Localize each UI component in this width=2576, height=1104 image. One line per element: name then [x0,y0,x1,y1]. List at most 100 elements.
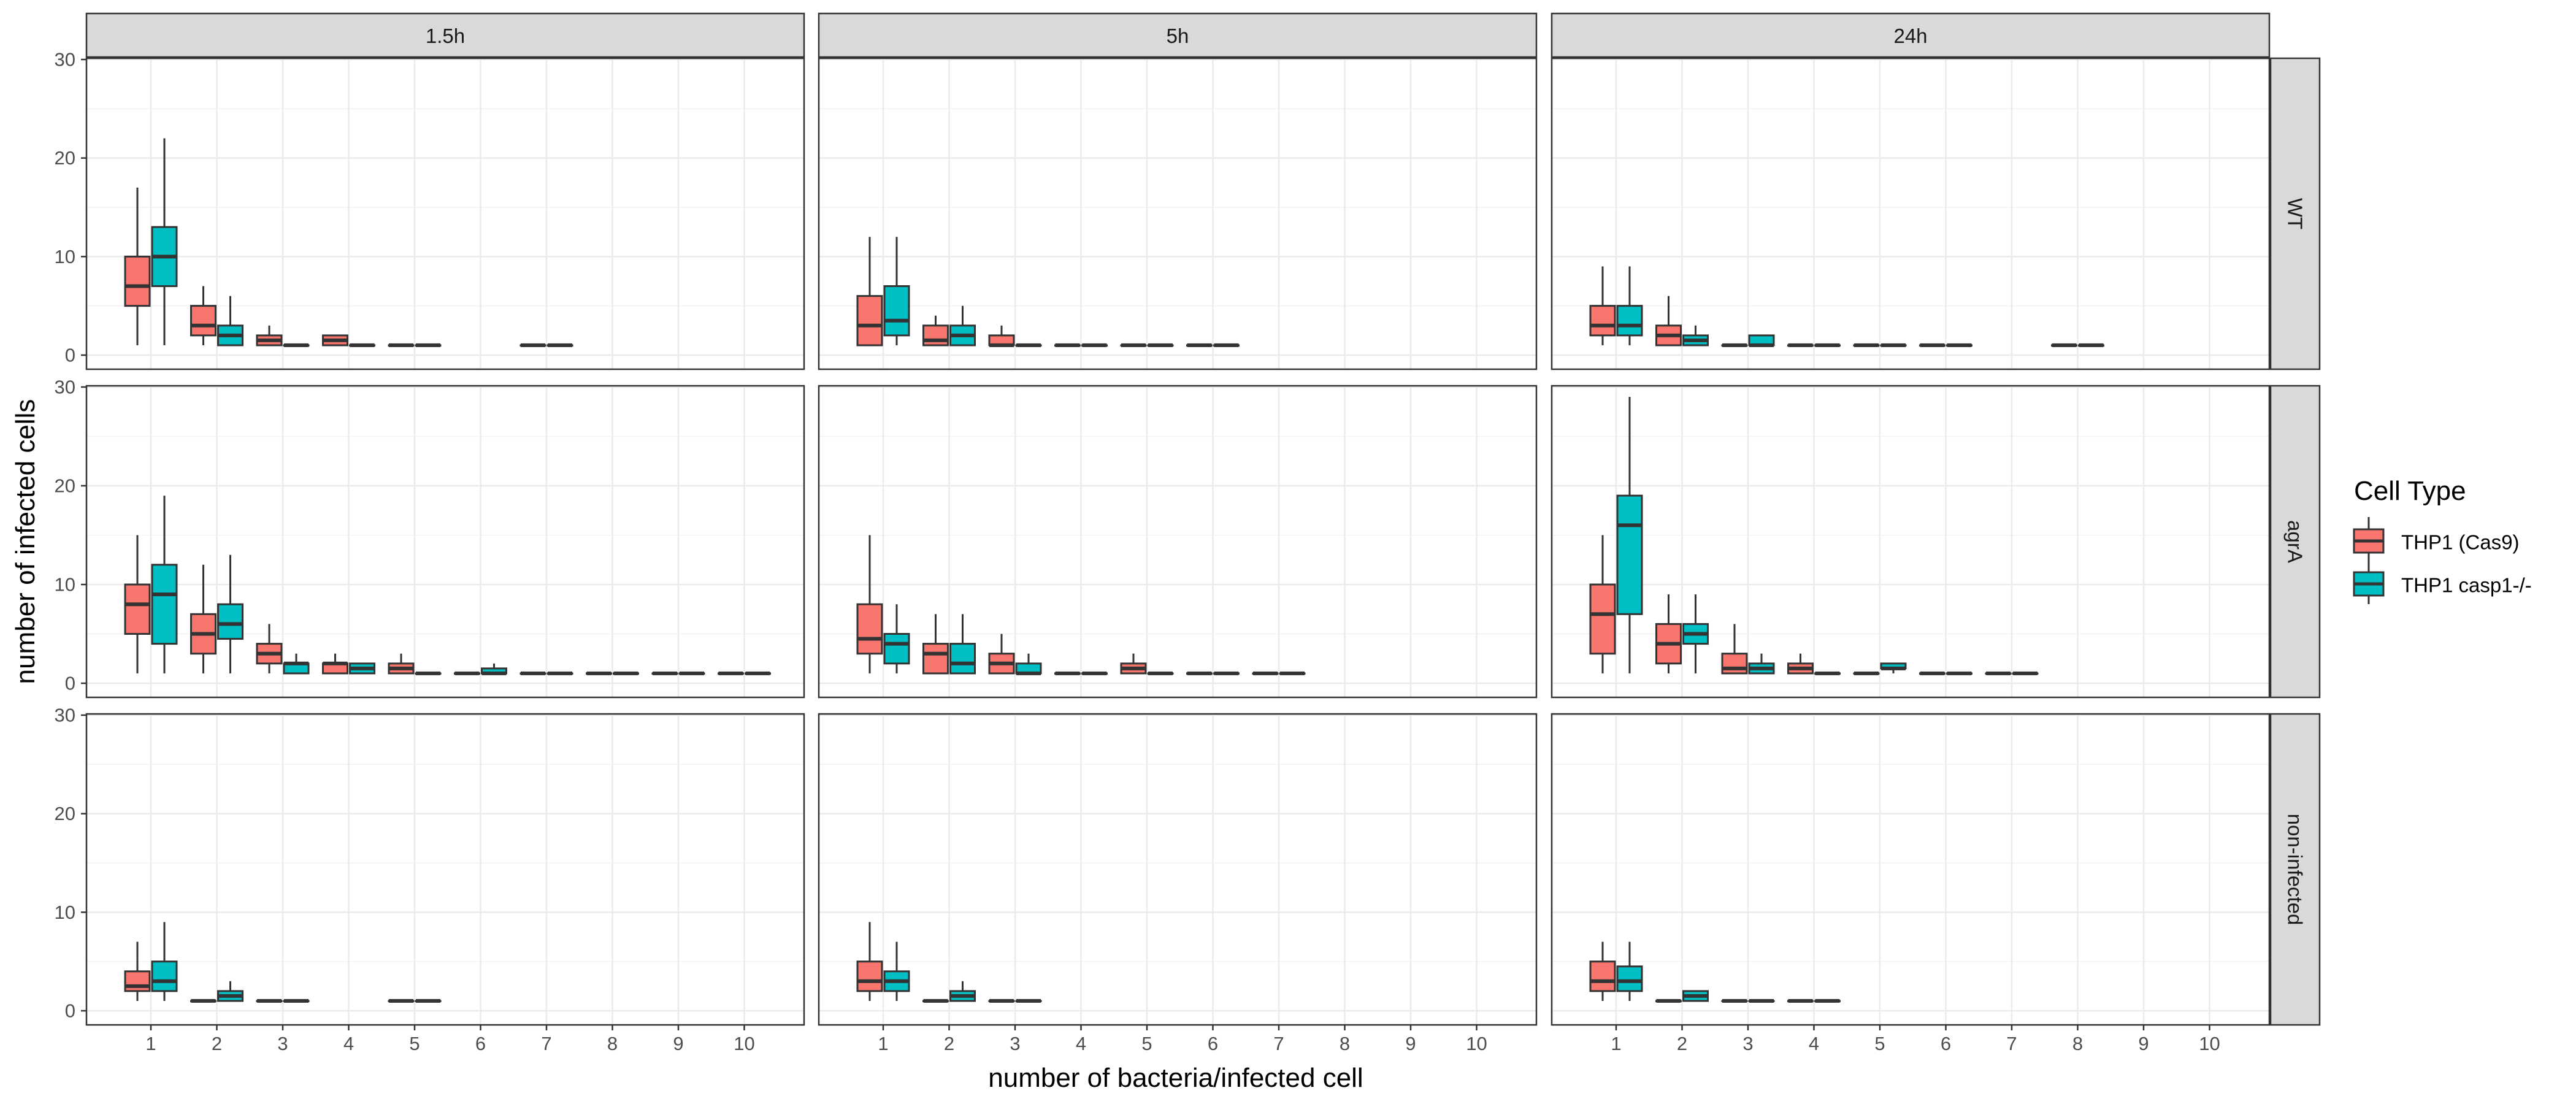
box-thp1-cas9-x3 [988,999,1015,1003]
box-body [217,603,243,640]
box-thp1-cas9-x8 [2051,343,2077,347]
legend-label: THP1 casp1-/- [2401,574,2532,597]
legend-item-thp1-casp1: THP1 casp1-/- [2353,560,2532,604]
box-body [949,643,976,675]
x-tick-label: 7 [541,1033,551,1054]
x-tick-label: 7 [1273,1033,1284,1054]
panel-border [818,713,1538,1026]
box-thp1-cas9-x6 [454,671,480,675]
box-thp1-casp1-x3 [1748,653,1775,675]
panel-agra-1-5h [85,385,805,699]
x-tick-label: 6 [475,1033,486,1054]
y-tick-label: 0 [65,345,75,366]
x-tick-label: 6 [1208,1033,1218,1054]
y-tick-label: 10 [55,246,75,267]
panel-agra-5h [818,385,1538,699]
panel-border [85,385,805,699]
x-tick-label: 5 [409,1033,420,1054]
box-thp1-casp1-x6 [1946,671,1972,675]
box-thp1-cas9-x2 [190,564,217,673]
box-thp1-cas9-x6 [1919,343,1945,347]
x-tick-label: 4 [1809,1033,1819,1054]
box-thp1-casp1-x5 [415,343,442,347]
box-thp1-cas9-x3 [1721,624,1748,675]
panel-background [819,714,1536,1025]
box-thp1-casp1-x3 [283,653,310,675]
box-thp1-cas9-x10 [718,671,744,675]
y-tick-label: 0 [65,673,75,694]
box-body [922,643,949,675]
box-thp1-cas9-x7 [519,343,546,347]
axes-layer: 0 10 20 30 0 10 20 30 0 10 20 30 1 2 3 4 5 6 7 8 9 10 1 2 3 4 5 6 7 8… [55,49,2220,1055]
box-body [856,603,883,655]
box-thp1-cas9-x1 [856,535,883,673]
box-thp1-cas9-x3 [256,325,283,347]
box-thp1-casp1-x3 [1015,999,1042,1003]
legend-item-thp1-cas9: THP1 (Cas9) [2353,517,2520,561]
box-thp1-cas9-x3 [256,624,283,673]
panel-background [1552,714,2269,1025]
box-thp1-casp1-x6 [1213,671,1240,675]
panel-non-infected-1-5h [85,713,805,1026]
box-body [1589,583,1616,655]
box-thp1-casp1-x8 [613,671,639,675]
box-thp1-casp1-x1 [883,941,910,1001]
box-thp1-casp1-x6 [1946,343,1972,347]
box-thp1-casp1-x2 [1682,594,1709,673]
strip-row-agra [2269,385,2321,699]
x-tick-label: 2 [944,1033,954,1054]
box-thp1-casp1-x9 [678,671,705,675]
strip-col-label-24h: 24h [1893,25,1927,47]
box-thp1-cas9-x7 [519,671,546,675]
x-tick-label: 8 [2072,1033,2083,1054]
box-thp1-cas9-x1 [124,535,151,673]
strip-row-label-agra: agrA [2284,520,2307,563]
box-thp1-casp1-x4 [1081,343,1108,347]
box-thp1-casp1-x7 [546,671,573,675]
box-thp1-cas9-x4 [322,653,348,675]
box-thp1-casp1-x7 [1279,671,1306,675]
box-thp1-cas9-x3 [1721,343,1748,347]
box-thp1-casp1-x5 [415,999,442,1003]
box-body [1616,305,1643,337]
legend-keys: THP1 (Cas9) THP1 casp1-/- [2353,517,2532,604]
y-tick-label: 30 [55,49,75,71]
box-thp1-casp1-x7 [546,343,573,347]
box-thp1-casp1-x4 [349,662,375,675]
box-thp1-cas9-x5 [1853,671,1880,675]
panel-non-infected-5h [818,713,1538,1026]
box-thp1-cas9-x3 [256,999,283,1003]
panels-layer [85,57,2271,1026]
box-body [856,295,883,347]
box-body [1616,494,1643,615]
box-thp1-casp1-x3 [1748,999,1775,1003]
strip-row-label-non-infected: non-infected [2284,814,2307,926]
box-thp1-cas9-x2 [922,614,949,675]
box-thp1-cas9-x1 [856,237,883,347]
box-thp1-cas9-x9 [651,671,678,675]
panel-wt-24h [1551,57,2271,370]
x-tick-label: 1 [1611,1033,1621,1054]
box-thp1-casp1-x3 [1015,343,1042,347]
box-thp1-cas9-x5 [388,999,415,1003]
panel-wt-5h [818,57,1538,370]
box-thp1-cas9-x8 [586,671,612,675]
box-thp1-casp1-x4 [349,343,375,347]
y-tick-label: 20 [55,475,75,497]
x-tick-label: 3 [1010,1033,1020,1054]
panel-non-infected-24h [1551,713,2271,1026]
x-tick-label: 1 [878,1033,888,1054]
y-axis-title: number of infected cells [10,399,40,684]
box-thp1-cas9-x4 [1054,343,1081,347]
box-thp1-casp1-x1 [1616,397,1643,673]
box-thp1-cas9-x6 [1186,671,1213,675]
box-body [856,960,883,992]
x-tick-label: 2 [212,1033,222,1054]
box-thp1-cas9-x3 [988,634,1015,675]
box-thp1-cas9-x5 [1853,343,1880,347]
box-thp1-cas9-x2 [1655,296,1682,347]
box-body [190,305,217,337]
box-thp1-casp1-x3 [1748,334,1775,347]
x-axis-title: number of bacteria/infected cell [988,1063,1363,1093]
box-thp1-cas9-x1 [1589,266,1616,345]
